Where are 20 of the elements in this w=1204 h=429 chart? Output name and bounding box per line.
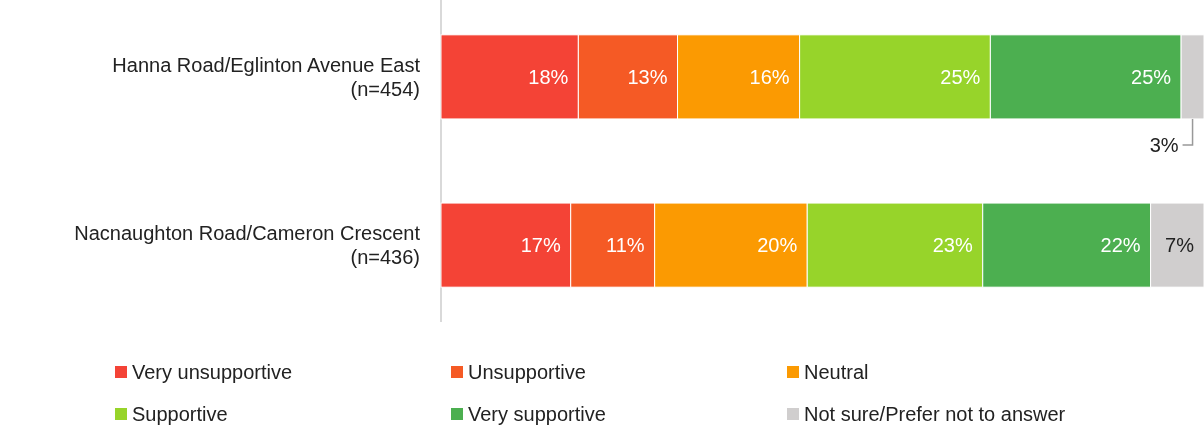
legend-label: Neutral: [804, 361, 869, 383]
data-label: 25%: [1131, 65, 1172, 88]
legend-label: Not sure/Prefer not to answer: [804, 403, 1066, 425]
y-tick-label: Hanna Road/Eglinton Avenue East (n=454): [112, 53, 421, 100]
data-label: 3%: [1149, 133, 1179, 156]
data-label: 20%: [757, 234, 798, 257]
data-label: 18%: [528, 65, 569, 88]
legend-label: Unsupportive: [468, 361, 586, 383]
legend-label: Supportive: [132, 403, 228, 425]
y-tick-label: Nacnaughton Road/Cameron Crescent (n=436): [74, 222, 421, 269]
data-label: 13%: [627, 65, 668, 88]
data-label: 17%: [520, 234, 561, 257]
data-label: 23%: [932, 234, 973, 257]
data-label: 7%: [1165, 234, 1195, 257]
legend-label: Very unsupportive: [132, 361, 293, 383]
data-label: 16%: [749, 65, 790, 88]
data-label: 25%: [940, 65, 981, 88]
legend-label: Very supportive: [468, 403, 606, 425]
data-label: 22%: [1100, 234, 1141, 257]
data-label: 11%: [606, 234, 645, 257]
